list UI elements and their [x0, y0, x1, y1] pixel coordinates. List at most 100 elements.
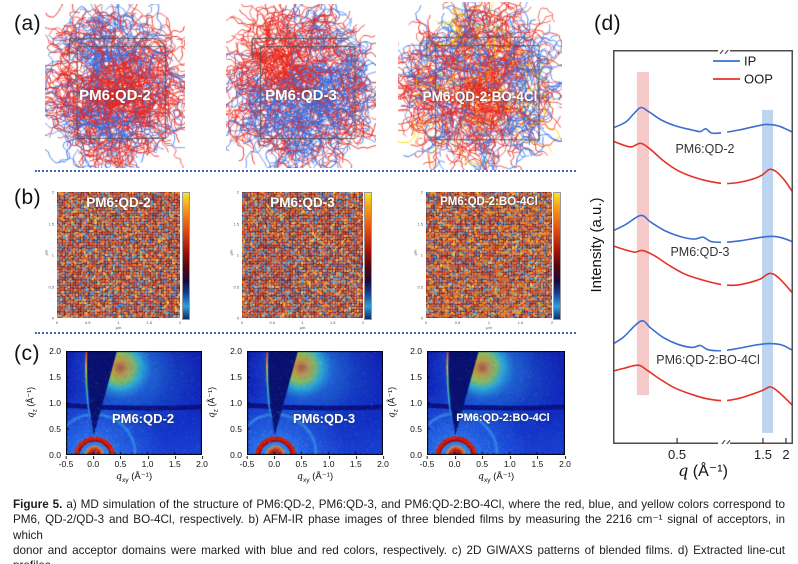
- tick-label: 0.5: [476, 456, 489, 469]
- tick-label: 0.5: [295, 456, 308, 469]
- q-axis-label: q (Å⁻¹): [678, 461, 728, 480]
- afm-3-y-unit: μm: [412, 249, 418, 256]
- q-tick-label: 0.5: [668, 447, 687, 462]
- oop-curve-PM6:QD-2: [613, 140, 793, 194]
- giwaxs-2-y-ticks: 2.0 1.5 1.0 0.5 0.0: [226, 346, 244, 460]
- tick-label: 2: [178, 320, 182, 325]
- tick-label: 1.5: [49, 372, 61, 382]
- axis-break-mark-2: [721, 439, 731, 444]
- afm-label-pm6-qd2-bo4cl: PM6:QD-2:BO-4Cl: [440, 196, 538, 208]
- tick-label: 1.0: [49, 398, 61, 408]
- oop-curve-PM6:QD-2:BO-4Cl: [613, 364, 793, 407]
- giwaxs-label-pm6-qd2: PM6:QD-2: [111, 411, 175, 426]
- tick-label: 2: [550, 320, 554, 325]
- tick-label: 1.5: [517, 320, 524, 325]
- tick-label: 2.0: [230, 346, 242, 356]
- tick-label: 2: [51, 189, 54, 195]
- tick-label: 1: [420, 252, 423, 258]
- tick-label: 0.5: [49, 424, 61, 434]
- tick-label: 2: [420, 189, 423, 195]
- tick-label: 0.5: [454, 320, 461, 325]
- giwaxs-label-pm6-qd2-bo4cl: PM6:QD-2:BO-4Cl: [456, 412, 550, 424]
- afm-1-x-ticks: 0 0.5 1 1.5 2: [55, 320, 182, 326]
- md-simulation-image-pm6-qd2: [45, 4, 185, 168]
- giwaxs-pattern-pm6-qd2: [66, 351, 202, 455]
- afm-3-y-ticks: 2 1.5 1 0.5 0: [417, 189, 425, 321]
- curve-group-label-PM6:QD-2: PM6:QD-2: [675, 142, 734, 156]
- tick-label: 0.0: [230, 450, 242, 460]
- panel-d: (d) Intensity (a.u.) IP OOP PM6:QD-2 PM6:QD…: [586, 0, 798, 497]
- giwaxs-2-y-axis-label: qz (Å⁻¹): [206, 386, 220, 418]
- afm-ir-image-pm6-qd3: [242, 192, 363, 318]
- afm-2-y-ticks: 2 1.5 1 0.5 0: [233, 189, 241, 321]
- giwaxs-pattern-pm6-qd2-bo4cl: [427, 351, 565, 455]
- tick-label: 1: [236, 252, 239, 258]
- highlight-band-1: [636, 72, 649, 396]
- curve-group-label-PM6:QD-3: PM6:QD-3: [670, 245, 729, 259]
- tick-label: 1.5: [329, 320, 336, 325]
- legend-label-IP: IP: [744, 54, 756, 69]
- tick-label: 0: [240, 320, 244, 325]
- afm-label-pm6-qd3: PM6:QD-3: [270, 195, 335, 210]
- afm-3-x-unit: μm: [486, 325, 492, 330]
- panel-d-label: (d): [594, 12, 622, 35]
- caption-line-2: PM6, QD-2/QD-3 and BO-4Cl, respectively.…: [13, 513, 785, 542]
- tick-label: 0: [51, 315, 54, 321]
- ip-curve-PM6:QD-3: [613, 214, 793, 244]
- tick-label: 0: [424, 320, 428, 325]
- afm-3-x-ticks: 0 0.5 1 1.5 2: [424, 320, 554, 326]
- md-label-pm6-qd2-bo4cl: PM6:QD-2:BO-4Cl: [422, 89, 538, 104]
- ip-curve-PM6:QD-2:BO-4Cl: [613, 320, 793, 352]
- oop-curve-PM6:QD-3: [613, 245, 793, 295]
- tick-label: 0.5: [269, 320, 276, 325]
- tick-label: 1.5: [349, 456, 362, 469]
- tick-label: 0.5: [84, 320, 91, 325]
- ip-curve-PM6:QD-2: [613, 106, 793, 135]
- tick-label: 0.0: [448, 456, 461, 469]
- tick-label: 0.5: [417, 284, 423, 289]
- tick-label: 1.0: [230, 398, 242, 408]
- giwaxs-label-pm6-qd3: PM6:QD-3: [292, 411, 356, 426]
- separator-dotted-2: [35, 332, 576, 334]
- afm-2-x-ticks: 0 0.5 1 1.5 2: [240, 320, 365, 326]
- tick-label: 0.0: [49, 450, 61, 460]
- tick-label: 0: [55, 320, 59, 325]
- tick-label: 0.5: [410, 424, 422, 434]
- md-label-pm6-qd3: PM6:QD-3: [265, 87, 337, 104]
- afm-1-y-ticks: 2 1.5 1 0.5 0: [48, 189, 56, 321]
- tick-label: 1.5: [410, 372, 422, 382]
- md-label-pm6-qd2: PM6:QD-2: [79, 87, 151, 104]
- afm-ir-image-pm6-qd2: [57, 192, 180, 318]
- caption-figure-number: Figure 5.: [13, 498, 63, 511]
- tick-label: -0.5: [239, 456, 255, 469]
- giwaxs-3-y-ticks: 2.0 1.5 1.0 0.5 0.0: [406, 346, 424, 460]
- tick-label: 2.0: [196, 456, 208, 469]
- tick-label: 1.5: [168, 456, 181, 469]
- tick-label: 0.0: [410, 450, 422, 460]
- afm-ir-image-pm6-qd2-bo4cl: [426, 192, 552, 318]
- panel-a-label: (a): [14, 12, 42, 35]
- giwaxs-2-x-ticks: -0.5 0.0 0.5 1.0 1.5 2.0: [240, 456, 389, 469]
- linecut-plot: IP OOP PM6:QD-2 PM6:QD-3 PM6:QD-2:BO-4Cl: [613, 50, 793, 444]
- giwaxs-1-x-ticks: -0.5 0.0 0.5 1.0 1.5 2.0: [59, 456, 208, 469]
- tick-label: 0.5: [230, 424, 242, 434]
- q-axis-ticks: 0.5 1.5 2: [613, 447, 793, 462]
- afm-2-y-unit: μm: [228, 249, 234, 256]
- tick-label: 0.0: [87, 456, 100, 469]
- tick-label: 2: [361, 320, 365, 325]
- tick-label: 1.0: [141, 456, 154, 469]
- intensity-axis-label: Intensity (a.u.): [588, 197, 605, 293]
- giwaxs-3-x-axis-label: qxy (Å⁻¹): [477, 471, 515, 484]
- colorbar-afm-2: [364, 192, 372, 320]
- tick-label: 2: [236, 189, 239, 195]
- tick-label: 2.0: [377, 456, 389, 469]
- tick-label: 1.0: [410, 398, 422, 408]
- tick-label: 1: [51, 252, 54, 258]
- tick-label: 1: [487, 320, 491, 325]
- tick-label: 1.5: [531, 456, 544, 469]
- colorbar-afm-1: [182, 192, 190, 320]
- tick-label: 0.0: [268, 456, 281, 469]
- tick-label: 0.5: [48, 284, 54, 289]
- panel-b-label: (b): [14, 186, 42, 209]
- giwaxs-2-x-axis-label: qxy (Å⁻¹): [296, 471, 334, 484]
